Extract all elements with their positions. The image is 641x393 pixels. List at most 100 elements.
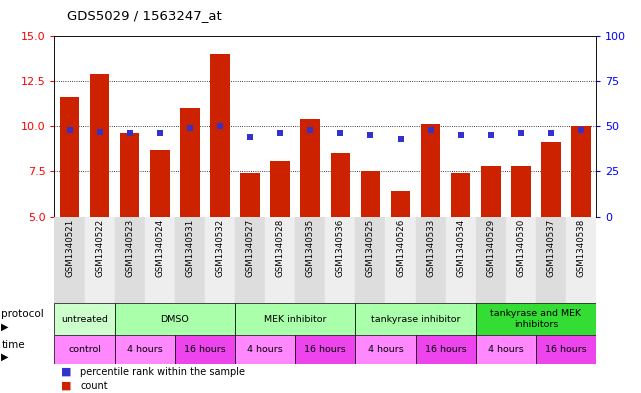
Text: 4 hours: 4 hours bbox=[127, 345, 163, 354]
Point bbox=[576, 127, 587, 133]
Text: GSM1340523: GSM1340523 bbox=[125, 219, 134, 277]
Bar bbox=[476, 217, 506, 303]
Bar bbox=[511, 166, 531, 217]
Text: GSM1340524: GSM1340524 bbox=[155, 219, 164, 277]
Bar bbox=[240, 173, 260, 217]
Text: GSM1340532: GSM1340532 bbox=[215, 219, 224, 277]
Text: GSM1340538: GSM1340538 bbox=[577, 219, 586, 277]
Text: DMSO: DMSO bbox=[160, 315, 189, 323]
Bar bbox=[296, 217, 326, 303]
Bar bbox=[210, 54, 229, 217]
Text: time: time bbox=[1, 340, 25, 350]
Text: GSM1340527: GSM1340527 bbox=[246, 219, 254, 277]
Text: 4 hours: 4 hours bbox=[247, 345, 283, 354]
Bar bbox=[506, 217, 536, 303]
Bar bbox=[451, 173, 470, 217]
Bar bbox=[145, 217, 175, 303]
Text: GSM1340528: GSM1340528 bbox=[276, 219, 285, 277]
Bar bbox=[355, 335, 415, 364]
Point bbox=[245, 134, 255, 140]
Point bbox=[64, 127, 74, 133]
Bar bbox=[235, 303, 355, 335]
Bar bbox=[115, 335, 175, 364]
Bar bbox=[85, 217, 115, 303]
Point bbox=[335, 130, 345, 136]
Point bbox=[154, 130, 165, 136]
Bar bbox=[355, 217, 385, 303]
Bar bbox=[60, 97, 79, 217]
Text: GSM1340537: GSM1340537 bbox=[547, 219, 556, 277]
Text: untreated: untreated bbox=[61, 315, 108, 323]
Bar bbox=[301, 119, 320, 217]
Bar bbox=[385, 217, 415, 303]
Point bbox=[365, 132, 376, 138]
Text: 4 hours: 4 hours bbox=[488, 345, 524, 354]
Text: control: control bbox=[68, 345, 101, 354]
Point bbox=[185, 125, 195, 131]
Bar bbox=[421, 124, 440, 217]
Text: 16 hours: 16 hours bbox=[545, 345, 587, 354]
Point bbox=[94, 129, 104, 135]
Text: GSM1340526: GSM1340526 bbox=[396, 219, 405, 277]
Text: ▶: ▶ bbox=[1, 322, 9, 332]
Text: ▶: ▶ bbox=[1, 351, 9, 362]
Text: ■: ■ bbox=[61, 381, 71, 391]
Bar bbox=[541, 142, 561, 217]
Bar bbox=[481, 166, 501, 217]
Bar bbox=[391, 191, 410, 217]
Text: protocol: protocol bbox=[1, 309, 44, 319]
Text: GSM1340533: GSM1340533 bbox=[426, 219, 435, 277]
Bar bbox=[175, 335, 235, 364]
Bar bbox=[180, 108, 200, 217]
Bar bbox=[415, 335, 476, 364]
Bar bbox=[331, 153, 350, 217]
Bar bbox=[205, 217, 235, 303]
Text: percentile rank within the sample: percentile rank within the sample bbox=[80, 367, 245, 377]
Point bbox=[275, 130, 285, 136]
Text: tankyrase inhibitor: tankyrase inhibitor bbox=[371, 315, 460, 323]
Bar bbox=[115, 303, 235, 335]
Bar bbox=[536, 217, 566, 303]
Bar bbox=[536, 335, 596, 364]
Text: GSM1340531: GSM1340531 bbox=[185, 219, 194, 277]
Text: GSM1340534: GSM1340534 bbox=[456, 219, 465, 277]
Text: tankyrase and MEK
inhibitors: tankyrase and MEK inhibitors bbox=[490, 309, 581, 329]
Text: GSM1340522: GSM1340522 bbox=[95, 219, 104, 277]
Bar bbox=[571, 126, 591, 217]
Bar bbox=[54, 335, 115, 364]
Text: 16 hours: 16 hours bbox=[304, 345, 346, 354]
Point bbox=[426, 127, 436, 133]
Bar bbox=[120, 133, 140, 217]
Bar bbox=[445, 217, 476, 303]
Point bbox=[456, 132, 466, 138]
Text: GSM1340525: GSM1340525 bbox=[366, 219, 375, 277]
Bar bbox=[326, 217, 355, 303]
Bar bbox=[265, 217, 296, 303]
Bar bbox=[90, 74, 110, 217]
Text: ■: ■ bbox=[61, 367, 71, 377]
Bar bbox=[235, 335, 296, 364]
Bar bbox=[355, 303, 476, 335]
Bar bbox=[296, 335, 355, 364]
Bar bbox=[476, 303, 596, 335]
Point bbox=[516, 130, 526, 136]
Text: GDS5029 / 1563247_at: GDS5029 / 1563247_at bbox=[67, 9, 222, 22]
Text: count: count bbox=[80, 381, 108, 391]
Bar bbox=[476, 335, 536, 364]
Bar bbox=[175, 217, 205, 303]
Point bbox=[486, 132, 496, 138]
Text: GSM1340529: GSM1340529 bbox=[487, 219, 495, 277]
Text: MEK inhibitor: MEK inhibitor bbox=[264, 315, 326, 323]
Text: GSM1340536: GSM1340536 bbox=[336, 219, 345, 277]
Text: 4 hours: 4 hours bbox=[368, 345, 403, 354]
Bar bbox=[566, 217, 596, 303]
Bar bbox=[235, 217, 265, 303]
Point bbox=[395, 136, 406, 142]
Point bbox=[305, 127, 315, 133]
Point bbox=[215, 123, 225, 129]
Text: GSM1340530: GSM1340530 bbox=[517, 219, 526, 277]
Bar bbox=[271, 160, 290, 217]
Bar bbox=[54, 217, 85, 303]
Text: GSM1340535: GSM1340535 bbox=[306, 219, 315, 277]
Bar bbox=[361, 171, 380, 217]
